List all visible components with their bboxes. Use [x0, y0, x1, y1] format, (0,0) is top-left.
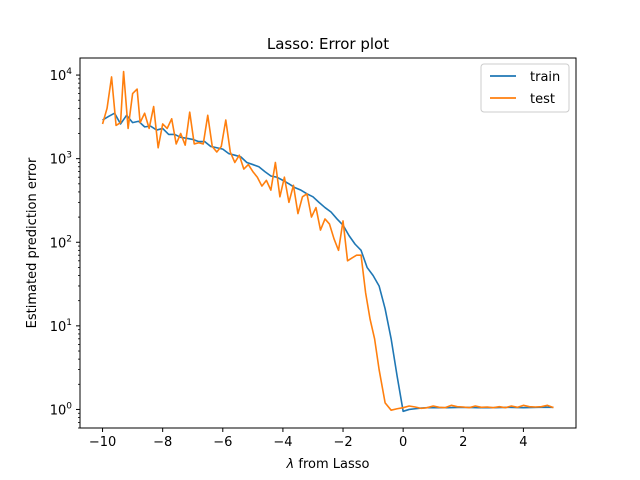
x-tick-labels: −10 −8 −6 −4 −2 0 2 4: [89, 435, 528, 450]
legend-label-train: train: [530, 70, 560, 85]
legend-label-test: test: [530, 92, 555, 107]
x-tick-label-6: 2: [459, 435, 467, 450]
y-tick-label-3: 103: [50, 151, 72, 168]
x-tick-label-3: −4: [273, 435, 292, 450]
y-tick-label-0: 100: [50, 401, 73, 418]
y-tick-label-1: 101: [50, 318, 72, 335]
x-tick-label-1: −8: [153, 435, 172, 450]
series-line-train: [102, 112, 554, 413]
x-tick-label-5: 0: [399, 435, 407, 450]
x-tick-label-0: −10: [89, 435, 116, 450]
x-axis-label-symbol: λ: [286, 457, 295, 472]
x-tick-label-7: 4: [519, 435, 527, 450]
y-axis-label: Estimated prediction error: [25, 157, 40, 328]
series-lines: [101, 70, 554, 413]
y-tick-label-2: 102: [50, 234, 72, 251]
x-tick-label-2: −6: [213, 435, 232, 450]
x-axis-label-text: from Lasso: [294, 457, 369, 472]
axis-ticks: [76, 74, 524, 432]
plot-frame: [79, 57, 577, 429]
series-line-test: [101, 70, 554, 411]
chart-title: Lasso: Error plot: [267, 35, 389, 53]
legend: train test: [480, 63, 570, 113]
y-tick-label-4: 104: [50, 67, 73, 84]
y-tick-labels: 100 101 102 103 104: [50, 67, 73, 418]
x-axis-label: λ from Lasso: [286, 457, 370, 472]
x-tick-label-4: −2: [333, 435, 352, 450]
